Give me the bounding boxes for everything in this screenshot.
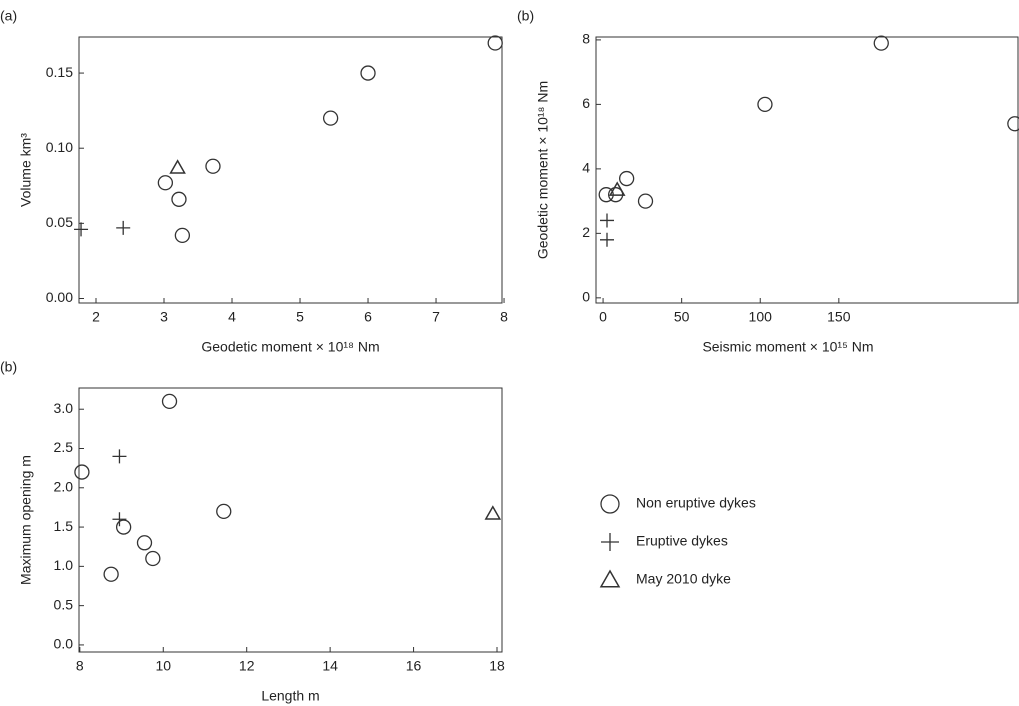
y-tick-label: 0.5 [54,596,74,612]
legend-label: Non eruptive dykes [636,495,756,511]
point [360,65,376,81]
x-tick-label: 3 [160,309,168,325]
point [171,191,187,207]
x-tick-label: 18 [489,658,505,674]
y-tick-label: 0.15 [46,64,73,80]
y-axis-label: Geodetic moment × 10¹⁸ Nm [535,81,551,259]
point [873,35,889,51]
x-axis-label: Seismic moment × 10¹⁵ Nm [702,339,873,355]
point [322,110,339,126]
legend-label: May 2010 dyke [636,571,731,587]
point [103,566,119,582]
point [145,550,161,567]
y-tick-label: 4 [582,160,590,176]
point [205,158,221,174]
y-axis-label: Volume km³ [18,133,34,207]
x-tick-label: 4 [228,309,236,325]
x-tick-label: 150 [827,309,851,325]
y-tick-label: 6 [582,95,590,111]
plot-frame [78,387,503,653]
point [484,505,502,520]
x-axis-label: Geodetic moment × 10¹⁸ Nm [201,339,379,355]
x-tick-label: 0 [599,309,607,325]
point [74,464,90,480]
point [112,449,127,464]
y-tick-label: 3.0 [54,400,74,416]
y-tick-label: 0.05 [46,214,73,230]
point [136,535,153,551]
legend-marker [599,569,621,588]
y-tick-label: 0 [582,289,590,305]
y-tick-label: 2.5 [54,439,74,455]
x-tick-label: 50 [674,309,690,325]
point [112,512,127,527]
plot-frame [595,36,1019,304]
point [1007,116,1019,132]
y-tick-label: 8 [582,31,590,47]
point [169,159,186,174]
x-tick-label: 100 [749,309,773,325]
y-tick-label: 2.0 [54,478,74,494]
y-tick-label: 0.10 [46,139,73,155]
x-tick-label: 14 [322,658,338,674]
legend-marker [601,533,619,551]
y-tick-label: 1.5 [54,518,74,534]
plot-frame [78,36,503,304]
x-tick-label: 16 [406,658,422,674]
point [608,181,626,196]
x-tick-label: 8 [76,658,84,674]
panel-label: (b) [0,359,17,375]
x-tick-label: 7 [432,309,440,325]
point [157,175,174,191]
point [174,227,191,244]
x-axis-label: Length m [261,688,319,704]
panel-label: (a) [0,8,17,24]
point [115,519,132,535]
x-tick-label: 5 [296,309,304,325]
x-tick-label: 12 [239,658,255,674]
point [618,170,635,187]
x-tick-label: 6 [364,309,372,325]
y-axis-label: Maximum opening m [18,455,34,585]
point [161,393,178,410]
y-tick-label: 2 [582,224,590,240]
x-tick-label: 10 [155,658,171,674]
point [116,220,131,235]
y-tick-label: 0.00 [46,289,73,305]
point [487,35,503,51]
point [637,193,654,209]
panel-label: (b) [517,8,534,24]
x-tick-label: 2 [92,309,100,325]
point [216,503,232,520]
point [600,232,615,247]
y-tick-label: 1.0 [54,557,74,573]
x-tick-label: 8 [500,309,508,325]
point [600,213,615,228]
point [74,222,89,237]
legend-label: Eruptive dykes [636,533,728,549]
y-tick-label: 0.0 [54,636,74,652]
point [757,96,773,113]
legend-marker [600,494,620,514]
